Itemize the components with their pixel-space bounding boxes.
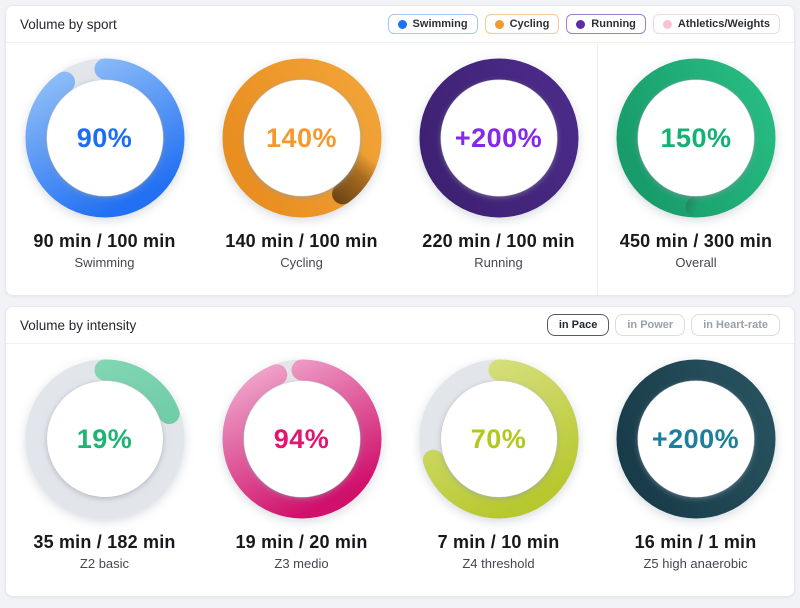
gauge-name: Running [474, 255, 523, 270]
percent-label: 70% [470, 423, 527, 454]
gauge-z3-medio: 94% 19 min / 20 min Z3 medio [203, 344, 400, 596]
legend-label: Swimming [412, 18, 468, 30]
percent-label: 19% [76, 423, 133, 454]
legend-chip-running[interactable]: Running [566, 14, 646, 34]
legend-label: Running [591, 18, 636, 30]
legend-label: Athletics/Weights [677, 18, 770, 30]
volume-by-sport-card: Volume by sport Swimming Cycling Running… [5, 5, 795, 296]
gauge-z5-high-anaerobic: +200% 16 min / 1 min Z5 high anaerobic [597, 344, 794, 596]
gauge-name: Z2 basic [79, 556, 130, 571]
gauge-name: Z5 high anaerobic [643, 556, 748, 571]
athletics-dot-icon [662, 19, 672, 29]
sport-legend: Swimming Cycling Running Athletics/Weigh… [387, 14, 780, 34]
cycling-donut-chart: 140% [218, 54, 386, 222]
card-header: Volume by sport Swimming Cycling Running… [6, 6, 794, 43]
gauge-running: +200% 220 min / 100 min Running [400, 43, 597, 295]
cycling-dot-icon [494, 19, 504, 29]
running-donut-chart: +200% [415, 54, 583, 222]
percent-label: 94% [273, 423, 330, 454]
toggle-in-heart-rate[interactable]: in Heart-rate [691, 314, 780, 336]
card-title: Volume by sport [20, 16, 117, 32]
overall-donut-chart: 150% [612, 54, 780, 222]
gauge-name: Cycling [280, 255, 323, 270]
gauge-name: Z3 medio [274, 556, 329, 571]
gauge-name: Overall [675, 255, 717, 270]
toggle-in-pace[interactable]: in Pace [546, 314, 610, 336]
gauge-z4-threshold: 70% 7 min / 10 min Z4 threshold [400, 344, 597, 596]
gauge-swimming: 90% 90 min / 100 min Swimming [6, 43, 203, 295]
card-header: Volume by intensity in Pace in Power in … [6, 307, 794, 344]
z2-donut-chart: 19% [21, 355, 189, 523]
percent-label: +200% [651, 423, 740, 454]
legend-label: Cycling [509, 18, 550, 30]
legend-chip-cycling[interactable]: Cycling [484, 14, 560, 34]
percent-label: 90% [76, 122, 133, 153]
gauge-overall: 150% 450 min / 300 min Overall [597, 43, 794, 295]
percent-label: 150% [660, 122, 732, 153]
swimming-donut-chart: 90% [21, 54, 189, 222]
gauge-name: Z4 threshold [462, 556, 535, 571]
volume-by-intensity-card: Volume by intensity in Pace in Power in … [5, 306, 795, 597]
percent-label: 140% [265, 122, 338, 153]
gauge-value: 140 min / 100 min [225, 231, 378, 251]
gauge-value: 450 min / 300 min [619, 231, 773, 251]
gauge-value: 35 min / 182 min [33, 532, 176, 552]
gauge-value: 7 min / 10 min [437, 532, 560, 552]
running-dot-icon [576, 19, 586, 29]
gauge-value: 220 min / 100 min [422, 231, 575, 251]
sport-gauges: 90% 90 min / 100 min Swimming 140% 140 m… [6, 43, 794, 295]
toggle-in-power[interactable]: in Power [615, 314, 686, 336]
card-title: Volume by intensity [20, 317, 137, 333]
z5-donut-chart: +200% [612, 355, 780, 523]
gauge-cycling: 140% 140 min / 100 min Cycling [203, 43, 400, 295]
z4-donut-chart: 70% [415, 355, 583, 523]
gauge-name: Swimming [74, 255, 135, 270]
legend-chip-athletics-weights[interactable]: Athletics/Weights [652, 14, 780, 34]
percent-label: +200% [454, 122, 543, 153]
unit-toggles: in Pace in Power in Heart-rate [546, 314, 780, 336]
gauge-value: 90 min / 100 min [33, 231, 176, 251]
gauge-z2-basic: 19% 35 min / 182 min Z2 basic [6, 344, 203, 596]
intensity-gauges: 19% 35 min / 182 min Z2 basic 94% 19 min… [6, 344, 794, 596]
legend-chip-swimming[interactable]: Swimming [387, 14, 478, 34]
gauge-value: 16 min / 1 min [634, 532, 757, 552]
swimming-dot-icon [397, 19, 407, 29]
z3-donut-chart: 94% [218, 355, 386, 523]
gauge-value: 19 min / 20 min [235, 532, 368, 552]
